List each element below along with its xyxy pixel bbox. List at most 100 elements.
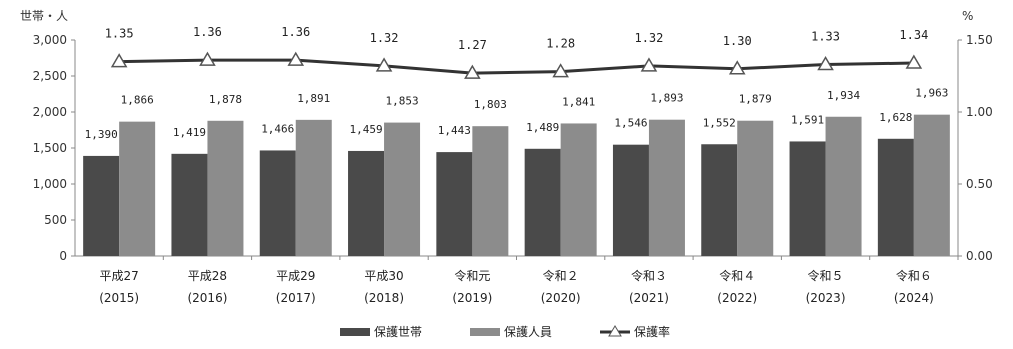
left-tick-label: 2,500 [33, 69, 67, 83]
x-year-label: (2016) [187, 291, 227, 305]
x-year-label: (2024) [894, 291, 934, 305]
x-year-label: (2022) [717, 291, 757, 305]
bar-households [259, 150, 296, 256]
rate-marker [375, 57, 393, 72]
x-category-label: 平成30 [364, 269, 403, 283]
left-tick-label: 500 [44, 213, 67, 227]
legend-swatch [470, 328, 500, 336]
rate-data-label: 1.32 [634, 31, 663, 45]
left-tick-label: 2,000 [33, 105, 67, 119]
right-tick-label: 0.50 [966, 177, 993, 191]
data-label-persons: 1,866 [121, 94, 154, 107]
rate-data-label: 1.28 [546, 37, 575, 51]
x-category-label: 令和５ [808, 268, 844, 283]
rate-marker [728, 60, 746, 75]
data-label-persons: 1,893 [650, 92, 683, 105]
legend-swatch-marker [608, 325, 622, 337]
left-axis-unit: 世帯・人 [20, 9, 68, 23]
bar-persons [913, 114, 950, 256]
rate-data-label: 1.33 [811, 29, 840, 43]
right-tick-label: 1.00 [966, 105, 993, 119]
rate-data-label: 1.32 [370, 31, 399, 45]
data-label-households: 1,546 [614, 117, 647, 130]
data-label-persons: 1,853 [385, 95, 418, 108]
plot-area: 0 500 1,000 1,500 2,000 2,500 3,000 0.00 0.50 1.0… [33, 25, 993, 339]
rate-marker [464, 64, 481, 79]
rate-data-label: 1.30 [723, 34, 752, 48]
x-category-label: 令和３ [631, 268, 667, 283]
rate-data-label: 1.34 [899, 28, 928, 42]
left-tick-label: 0 [59, 249, 67, 263]
bar-households [524, 148, 561, 256]
legend-swatch [340, 328, 370, 336]
rate-data-label: 1.36 [193, 25, 222, 39]
bar-persons [119, 121, 156, 256]
x-category-label: 平成28 [188, 269, 227, 283]
x-category-label: 令和６ [896, 268, 932, 283]
bar-households [83, 155, 120, 256]
data-label-households: 1,459 [349, 123, 382, 136]
x-year-label: (2020) [541, 291, 581, 305]
right-tick-label: 0.00 [966, 249, 993, 263]
legend-label: 保護世帯 [374, 324, 422, 339]
left-tick-label: 3,000 [33, 33, 67, 47]
bar-persons [207, 120, 244, 256]
legend-label: 保護率 [634, 324, 670, 339]
data-label-households: 1,552 [703, 116, 736, 129]
data-label-persons: 1,934 [827, 89, 860, 102]
bar-households [171, 153, 208, 256]
data-label-households: 1,419 [173, 126, 206, 139]
right-axis-unit: % [962, 9, 973, 23]
bar-households [348, 150, 385, 256]
bar-persons [472, 126, 509, 257]
bar-households [789, 141, 826, 256]
data-label-households: 1,443 [438, 124, 471, 137]
right-tick-label: 1.50 [966, 33, 993, 47]
x-category-label: 平成27 [100, 269, 139, 283]
x-year-label: (2019) [452, 291, 492, 305]
data-label-households: 1,489 [526, 121, 559, 134]
x-category-label: 平成29 [276, 269, 315, 283]
x-category-label: 令和２ [543, 268, 579, 283]
rate-marker [199, 51, 216, 66]
x-year-label: (2018) [364, 291, 404, 305]
rate-marker [552, 63, 569, 78]
bar-persons [295, 119, 332, 257]
data-label-households: 1,390 [85, 128, 118, 141]
rate-marker [110, 53, 128, 68]
rate-marker [817, 55, 834, 71]
rate-marker [905, 54, 923, 69]
bar-households [436, 152, 473, 256]
bar-persons [648, 119, 685, 256]
rate-marker [640, 57, 658, 72]
left-tick-label: 1,500 [33, 141, 67, 155]
x-category-label: 令和４ [719, 268, 755, 283]
data-label-households: 1,628 [879, 111, 912, 124]
bar-households [701, 144, 738, 256]
rate-marker [287, 51, 305, 66]
bar-persons [560, 123, 597, 256]
legend-label: 保護人員 [504, 324, 552, 339]
rate-data-label: 1.36 [281, 25, 310, 39]
x-year-label: (2023) [806, 291, 846, 305]
rate-data-label: 1.27 [458, 38, 487, 52]
left-tick-label: 1,000 [33, 177, 67, 191]
x-category-label: 令和元 [454, 268, 490, 283]
bar-households [612, 144, 649, 256]
rate-data-label: 1.35 [105, 27, 134, 41]
data-label-households: 1,591 [791, 113, 824, 126]
x-year-label: (2017) [276, 291, 316, 305]
bar-persons [737, 120, 774, 256]
data-label-persons: 1,803 [474, 98, 507, 111]
data-label-persons: 1,963 [915, 87, 948, 100]
data-label-persons: 1,841 [562, 95, 595, 108]
data-label-persons: 1,891 [297, 92, 330, 105]
data-label-households: 1,466 [261, 122, 294, 135]
data-label-persons: 1,878 [209, 93, 242, 106]
data-label-persons: 1,879 [739, 93, 772, 106]
bar-persons [825, 116, 862, 256]
bar-households [877, 138, 914, 256]
x-year-label: (2015) [99, 291, 139, 305]
x-year-label: (2021) [629, 291, 669, 305]
